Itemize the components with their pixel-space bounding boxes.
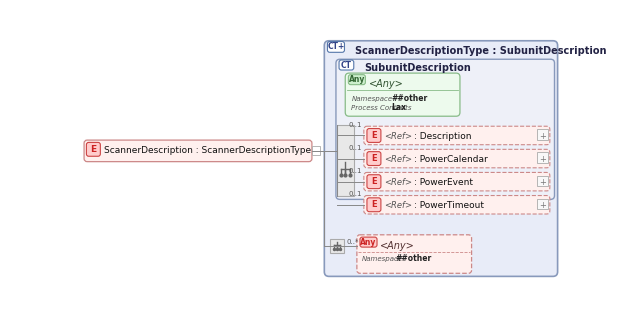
FancyBboxPatch shape bbox=[84, 140, 312, 162]
Text: ##other: ##other bbox=[392, 94, 428, 103]
FancyBboxPatch shape bbox=[357, 235, 472, 273]
Text: E: E bbox=[371, 200, 377, 209]
Bar bbox=[330, 239, 344, 252]
Text: +: + bbox=[540, 155, 546, 164]
Text: ScannerDescription : ScannerDescriptionType: ScannerDescription : ScannerDescriptionT… bbox=[104, 146, 312, 155]
Text: : PowerEvent: : PowerEvent bbox=[414, 178, 473, 187]
FancyBboxPatch shape bbox=[364, 172, 550, 191]
Text: <Ref>: <Ref> bbox=[384, 178, 412, 187]
Text: ##other: ##other bbox=[396, 254, 432, 263]
Text: +: + bbox=[540, 201, 546, 210]
FancyBboxPatch shape bbox=[87, 143, 100, 156]
FancyBboxPatch shape bbox=[345, 73, 460, 116]
FancyBboxPatch shape bbox=[339, 60, 354, 70]
Text: <Ref>: <Ref> bbox=[384, 201, 412, 210]
Text: +: + bbox=[540, 178, 546, 187]
Text: <Any>: <Any> bbox=[368, 79, 403, 89]
Text: <Ref>: <Ref> bbox=[384, 155, 412, 164]
Text: <Any>: <Any> bbox=[380, 241, 415, 251]
Bar bbox=[336, 126, 354, 196]
FancyBboxPatch shape bbox=[364, 196, 550, 214]
FancyBboxPatch shape bbox=[367, 128, 381, 143]
Text: SubunitDescription: SubunitDescription bbox=[364, 63, 472, 73]
FancyBboxPatch shape bbox=[348, 75, 366, 85]
FancyBboxPatch shape bbox=[336, 59, 554, 199]
FancyBboxPatch shape bbox=[360, 237, 377, 247]
Text: E: E bbox=[371, 131, 377, 140]
FancyBboxPatch shape bbox=[325, 41, 558, 276]
Text: E: E bbox=[371, 154, 377, 163]
Text: : Description: : Description bbox=[414, 132, 472, 141]
Text: Any: Any bbox=[349, 75, 365, 84]
Text: 0..1: 0..1 bbox=[348, 168, 362, 174]
Text: <Ref>: <Ref> bbox=[384, 132, 412, 141]
Bar bbox=[538, 199, 548, 209]
Text: Namespace: Namespace bbox=[351, 95, 392, 101]
Text: 0..1: 0..1 bbox=[348, 145, 362, 151]
Text: CT+: CT+ bbox=[327, 42, 345, 51]
Text: Lax: Lax bbox=[392, 103, 407, 112]
Text: : PowerTimeout: : PowerTimeout bbox=[414, 201, 484, 210]
Text: : PowerCalendar: : PowerCalendar bbox=[414, 155, 488, 164]
FancyBboxPatch shape bbox=[367, 152, 381, 165]
Bar bbox=[538, 176, 548, 186]
Text: E: E bbox=[90, 145, 97, 154]
Text: Namespace: Namespace bbox=[361, 256, 402, 262]
Text: E: E bbox=[371, 177, 377, 186]
Text: +: + bbox=[540, 132, 546, 141]
Bar bbox=[312, 146, 320, 155]
Text: Any: Any bbox=[360, 238, 377, 246]
Bar bbox=[538, 129, 548, 140]
Text: CT: CT bbox=[341, 61, 352, 69]
FancyBboxPatch shape bbox=[367, 175, 381, 189]
FancyBboxPatch shape bbox=[328, 41, 345, 52]
Text: 0..1: 0..1 bbox=[348, 122, 362, 128]
Bar bbox=[538, 152, 548, 163]
FancyBboxPatch shape bbox=[367, 198, 381, 212]
Text: 0..1: 0..1 bbox=[348, 191, 362, 197]
FancyBboxPatch shape bbox=[364, 126, 550, 145]
Text: ScannerDescriptionType : SubunitDescription: ScannerDescriptionType : SubunitDescript… bbox=[355, 46, 607, 56]
Text: Process Contents: Process Contents bbox=[351, 105, 412, 111]
FancyBboxPatch shape bbox=[364, 149, 550, 168]
Text: 0..*: 0..* bbox=[346, 239, 358, 245]
